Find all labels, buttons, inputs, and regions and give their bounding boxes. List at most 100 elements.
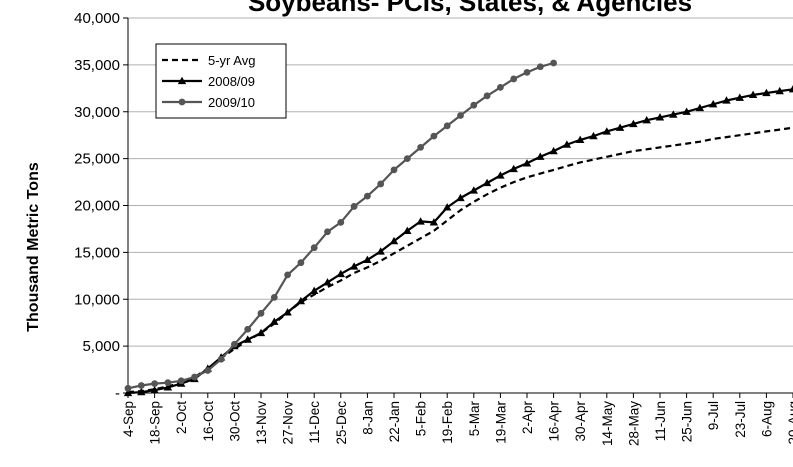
x-tick-label: 19-Mar: [493, 401, 508, 444]
data-point: [363, 255, 372, 264]
data-point: [137, 387, 146, 396]
data-point: [549, 146, 558, 155]
data-point: [416, 217, 425, 225]
data-point: [323, 278, 332, 286]
data-point: [709, 100, 718, 108]
data-point: [496, 171, 505, 179]
data-point: [522, 159, 532, 167]
x-tick-label: 30-Oct: [227, 401, 242, 442]
data-point: [788, 85, 793, 93]
data-point: [562, 140, 572, 148]
y-tick-label: 25,000: [74, 151, 120, 168]
data-point: [270, 317, 279, 325]
data-point: [775, 86, 784, 95]
data-point: [389, 236, 399, 245]
data-point: [602, 127, 611, 135]
data-point: [642, 115, 651, 124]
x-tick-label: 22-Jan: [387, 401, 402, 442]
data-point: [204, 367, 212, 374]
data-point: [735, 93, 744, 101]
data-point: [364, 192, 371, 200]
x-tick-label: 18-Sep: [148, 401, 163, 445]
data-point: [377, 180, 385, 188]
data-point: [456, 193, 465, 202]
x-tick-label: 14-May: [600, 401, 615, 446]
data-point: [178, 98, 186, 106]
x-tick-label: 20-Aug: [786, 401, 793, 445]
x-tick-label: 11-Jun: [653, 401, 668, 441]
data-point: [349, 262, 359, 270]
data-point: [550, 59, 557, 67]
data-point: [297, 259, 305, 267]
data-point: [244, 325, 252, 333]
data-point: [417, 143, 424, 151]
y-axis-label: Thousand Metric Tons: [25, 162, 42, 332]
data-point: [403, 226, 412, 234]
data-point: [429, 218, 439, 226]
y-tick-label: -: [115, 385, 120, 402]
data-point: [243, 335, 252, 343]
x-tick-label: 2-Apr: [520, 400, 535, 434]
data-point: [483, 92, 491, 100]
data-point: [257, 309, 265, 317]
series-1: [123, 85, 793, 397]
data-point: [284, 271, 291, 279]
data-point: [150, 385, 159, 394]
data-point: [497, 83, 504, 91]
data-point: [482, 178, 492, 187]
axes: [127, 18, 793, 394]
data-point: [695, 103, 705, 112]
legend-entry: 2009/10: [162, 95, 255, 110]
y-tick-label: 35,000: [74, 57, 120, 74]
x-tick-label: 9-Jul: [706, 401, 721, 430]
data-point: [163, 383, 173, 391]
x-tick-label: 2-Oct: [174, 401, 189, 434]
data-point: [217, 355, 225, 363]
data-point: [191, 373, 198, 381]
x-tick-label: 30-Apr: [573, 401, 588, 442]
y-tick-label: 40,000: [74, 10, 120, 27]
data-point: [629, 119, 638, 128]
data-point: [124, 384, 132, 392]
data-point: [324, 228, 331, 236]
data-point: [523, 68, 531, 76]
data-point: [443, 122, 451, 130]
data-point: [589, 131, 598, 140]
x-axis-ticks: 4-Sep 18-Sep 2-Oct 16-Oct 30-Oct 13-Nov 27-Nov…: [121, 393, 793, 446]
legend-label: 2009/10: [208, 95, 255, 110]
x-tick-label: 25-Jun: [680, 401, 695, 442]
data-point: [669, 110, 678, 118]
data-point: [510, 75, 518, 83]
data-point: [457, 112, 464, 119]
x-tick-label: 19-Feb: [440, 401, 455, 444]
x-tick-label: 5-Feb: [414, 401, 429, 436]
data-point: [390, 166, 398, 174]
x-tick-label: 4-Sep: [121, 401, 136, 437]
data-point: [336, 269, 345, 278]
data-point: [283, 308, 292, 316]
data-point: [470, 101, 478, 109]
y-axis-ticks: - 5,000 10,000 15,000 20,000 25,000 30,000 35,0…: [74, 10, 128, 402]
data-point: [443, 203, 452, 211]
data-point: [151, 380, 159, 388]
data-point: [536, 63, 544, 71]
data-point: [177, 76, 187, 85]
x-tick-label: 8-Jan: [360, 401, 375, 435]
data-point: [722, 96, 731, 104]
y-tick-label: 5,000: [82, 338, 120, 355]
data-point: [350, 203, 358, 210]
data-point: [403, 155, 411, 163]
data-point: [430, 132, 438, 140]
data-point: [748, 90, 758, 99]
y-tick-label: 15,000: [74, 244, 120, 261]
data-point: [469, 186, 478, 194]
data-point: [615, 123, 625, 131]
data-point: [337, 218, 345, 226]
legend-label: 5-yr Avg: [208, 53, 255, 68]
y-tick-label: 10,000: [74, 291, 120, 308]
data-point: [123, 388, 133, 397]
x-tick-label: 27-Nov: [281, 401, 296, 445]
x-tick-label: 28-May: [626, 401, 641, 446]
x-tick-label: 16-Oct: [201, 401, 216, 442]
